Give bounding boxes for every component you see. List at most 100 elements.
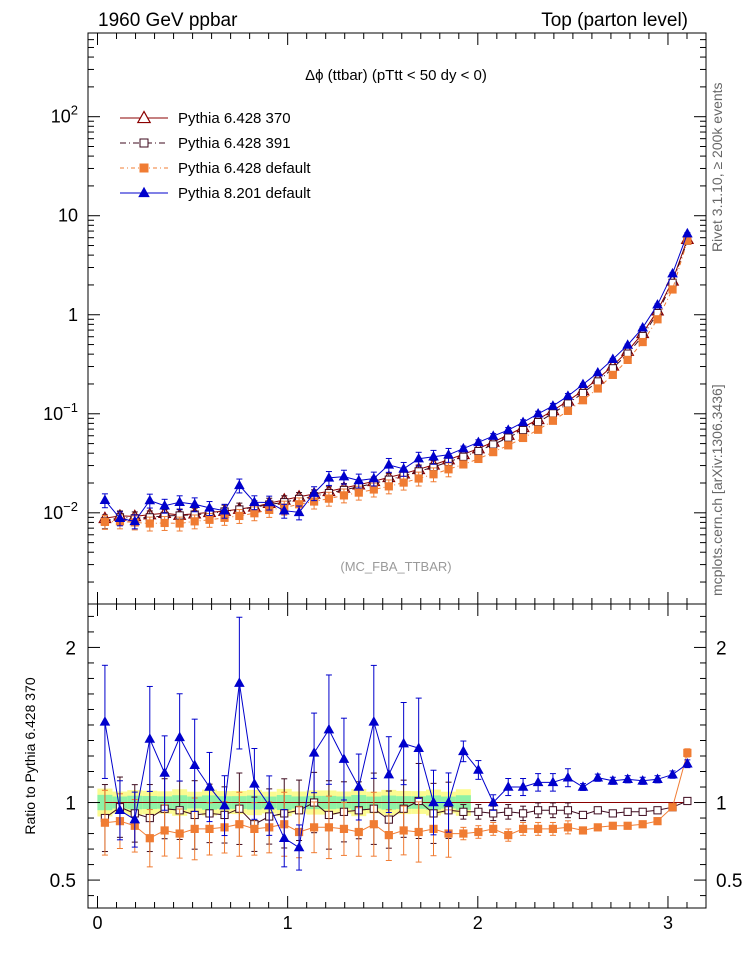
data-point <box>383 459 395 469</box>
data-point <box>578 810 588 820</box>
ratio-marks <box>99 616 693 871</box>
data-point <box>474 827 483 837</box>
data-point <box>428 451 439 461</box>
data-point <box>278 832 290 842</box>
ratio-y-tick-label: 2 <box>65 638 76 659</box>
data-point <box>548 416 558 425</box>
data-point <box>399 478 408 487</box>
data-point <box>369 485 378 494</box>
data-point <box>637 775 648 785</box>
data-point <box>683 748 692 757</box>
data-point <box>189 759 200 770</box>
data-point <box>474 807 483 816</box>
data-point <box>578 396 588 405</box>
data-point <box>250 824 259 833</box>
series-line <box>104 238 688 519</box>
series-line <box>104 233 688 522</box>
data-point <box>353 474 365 485</box>
data-point <box>458 442 469 453</box>
data-point <box>518 433 528 443</box>
data-point <box>443 796 454 807</box>
data-point <box>324 494 334 503</box>
data-point <box>474 454 483 464</box>
data-point <box>562 390 574 400</box>
data-point <box>489 809 498 818</box>
data-point <box>667 768 678 779</box>
data-point <box>683 796 692 806</box>
series-line <box>104 800 688 825</box>
data-point <box>398 463 409 473</box>
data-point <box>578 826 588 835</box>
data-point <box>249 496 260 506</box>
data-point <box>414 827 423 837</box>
data-point <box>443 449 454 459</box>
data-point <box>263 496 275 507</box>
data-point <box>489 448 498 457</box>
data-point <box>637 321 648 332</box>
data-point <box>533 417 543 427</box>
data-point <box>144 733 156 743</box>
data-point <box>144 494 156 505</box>
x-tick-label: 0 <box>92 913 102 933</box>
data-point <box>339 491 349 500</box>
series-line <box>104 240 688 522</box>
legend-label: Pythia 6.428 default <box>178 160 311 177</box>
series-4 <box>99 227 693 530</box>
data-point <box>652 299 663 309</box>
data-point <box>190 824 199 833</box>
data-point <box>204 502 215 512</box>
data-point <box>548 824 558 833</box>
data-point <box>682 758 693 768</box>
data-point <box>323 472 335 482</box>
data-point <box>622 773 633 784</box>
data-point <box>444 465 453 474</box>
data-point <box>487 796 499 807</box>
data-point <box>235 820 244 829</box>
data-point <box>338 470 350 481</box>
data-point <box>668 285 677 294</box>
data-point <box>682 227 693 238</box>
data-point <box>532 408 544 418</box>
data-point <box>369 820 378 829</box>
data-point <box>368 472 380 483</box>
data-point <box>504 807 513 816</box>
data-point <box>518 809 528 818</box>
data-point <box>502 424 514 434</box>
data-point <box>278 504 290 515</box>
data-point <box>608 821 617 830</box>
ratio-y-tick-label-right: 0.5 <box>716 871 742 892</box>
series-line <box>104 683 688 849</box>
data-point <box>114 804 126 815</box>
data-point <box>99 716 111 726</box>
data-point <box>533 824 543 833</box>
side-label-bottom: mcplots.cern.ch [arXiv:1306.3436] <box>709 384 725 596</box>
data-point <box>577 781 589 791</box>
data-point <box>384 831 393 840</box>
data-point <box>414 474 423 483</box>
header-left: 1960 GeV ppbar <box>98 10 238 31</box>
data-point <box>138 186 150 198</box>
x-tick-label: 1 <box>283 913 293 933</box>
data-point <box>308 487 320 497</box>
data-point <box>309 823 319 832</box>
data-point <box>562 771 574 782</box>
data-point <box>205 824 214 833</box>
data-point <box>136 110 152 124</box>
legend-entry: Pythia 6.428 default <box>120 160 311 177</box>
data-point <box>368 716 380 726</box>
data-point <box>459 460 468 469</box>
data-point <box>100 517 110 526</box>
data-point <box>145 834 154 843</box>
data-point <box>174 731 185 742</box>
data-point <box>547 400 559 410</box>
data-point <box>548 409 558 418</box>
data-point <box>219 799 230 810</box>
data-point <box>399 826 408 835</box>
data-point <box>159 767 170 777</box>
data-point <box>428 796 439 807</box>
data-point <box>533 806 543 815</box>
data-point <box>563 406 573 415</box>
data-point <box>308 747 320 757</box>
y-tick-label: 10−1 <box>43 400 78 424</box>
data-point <box>577 378 589 389</box>
